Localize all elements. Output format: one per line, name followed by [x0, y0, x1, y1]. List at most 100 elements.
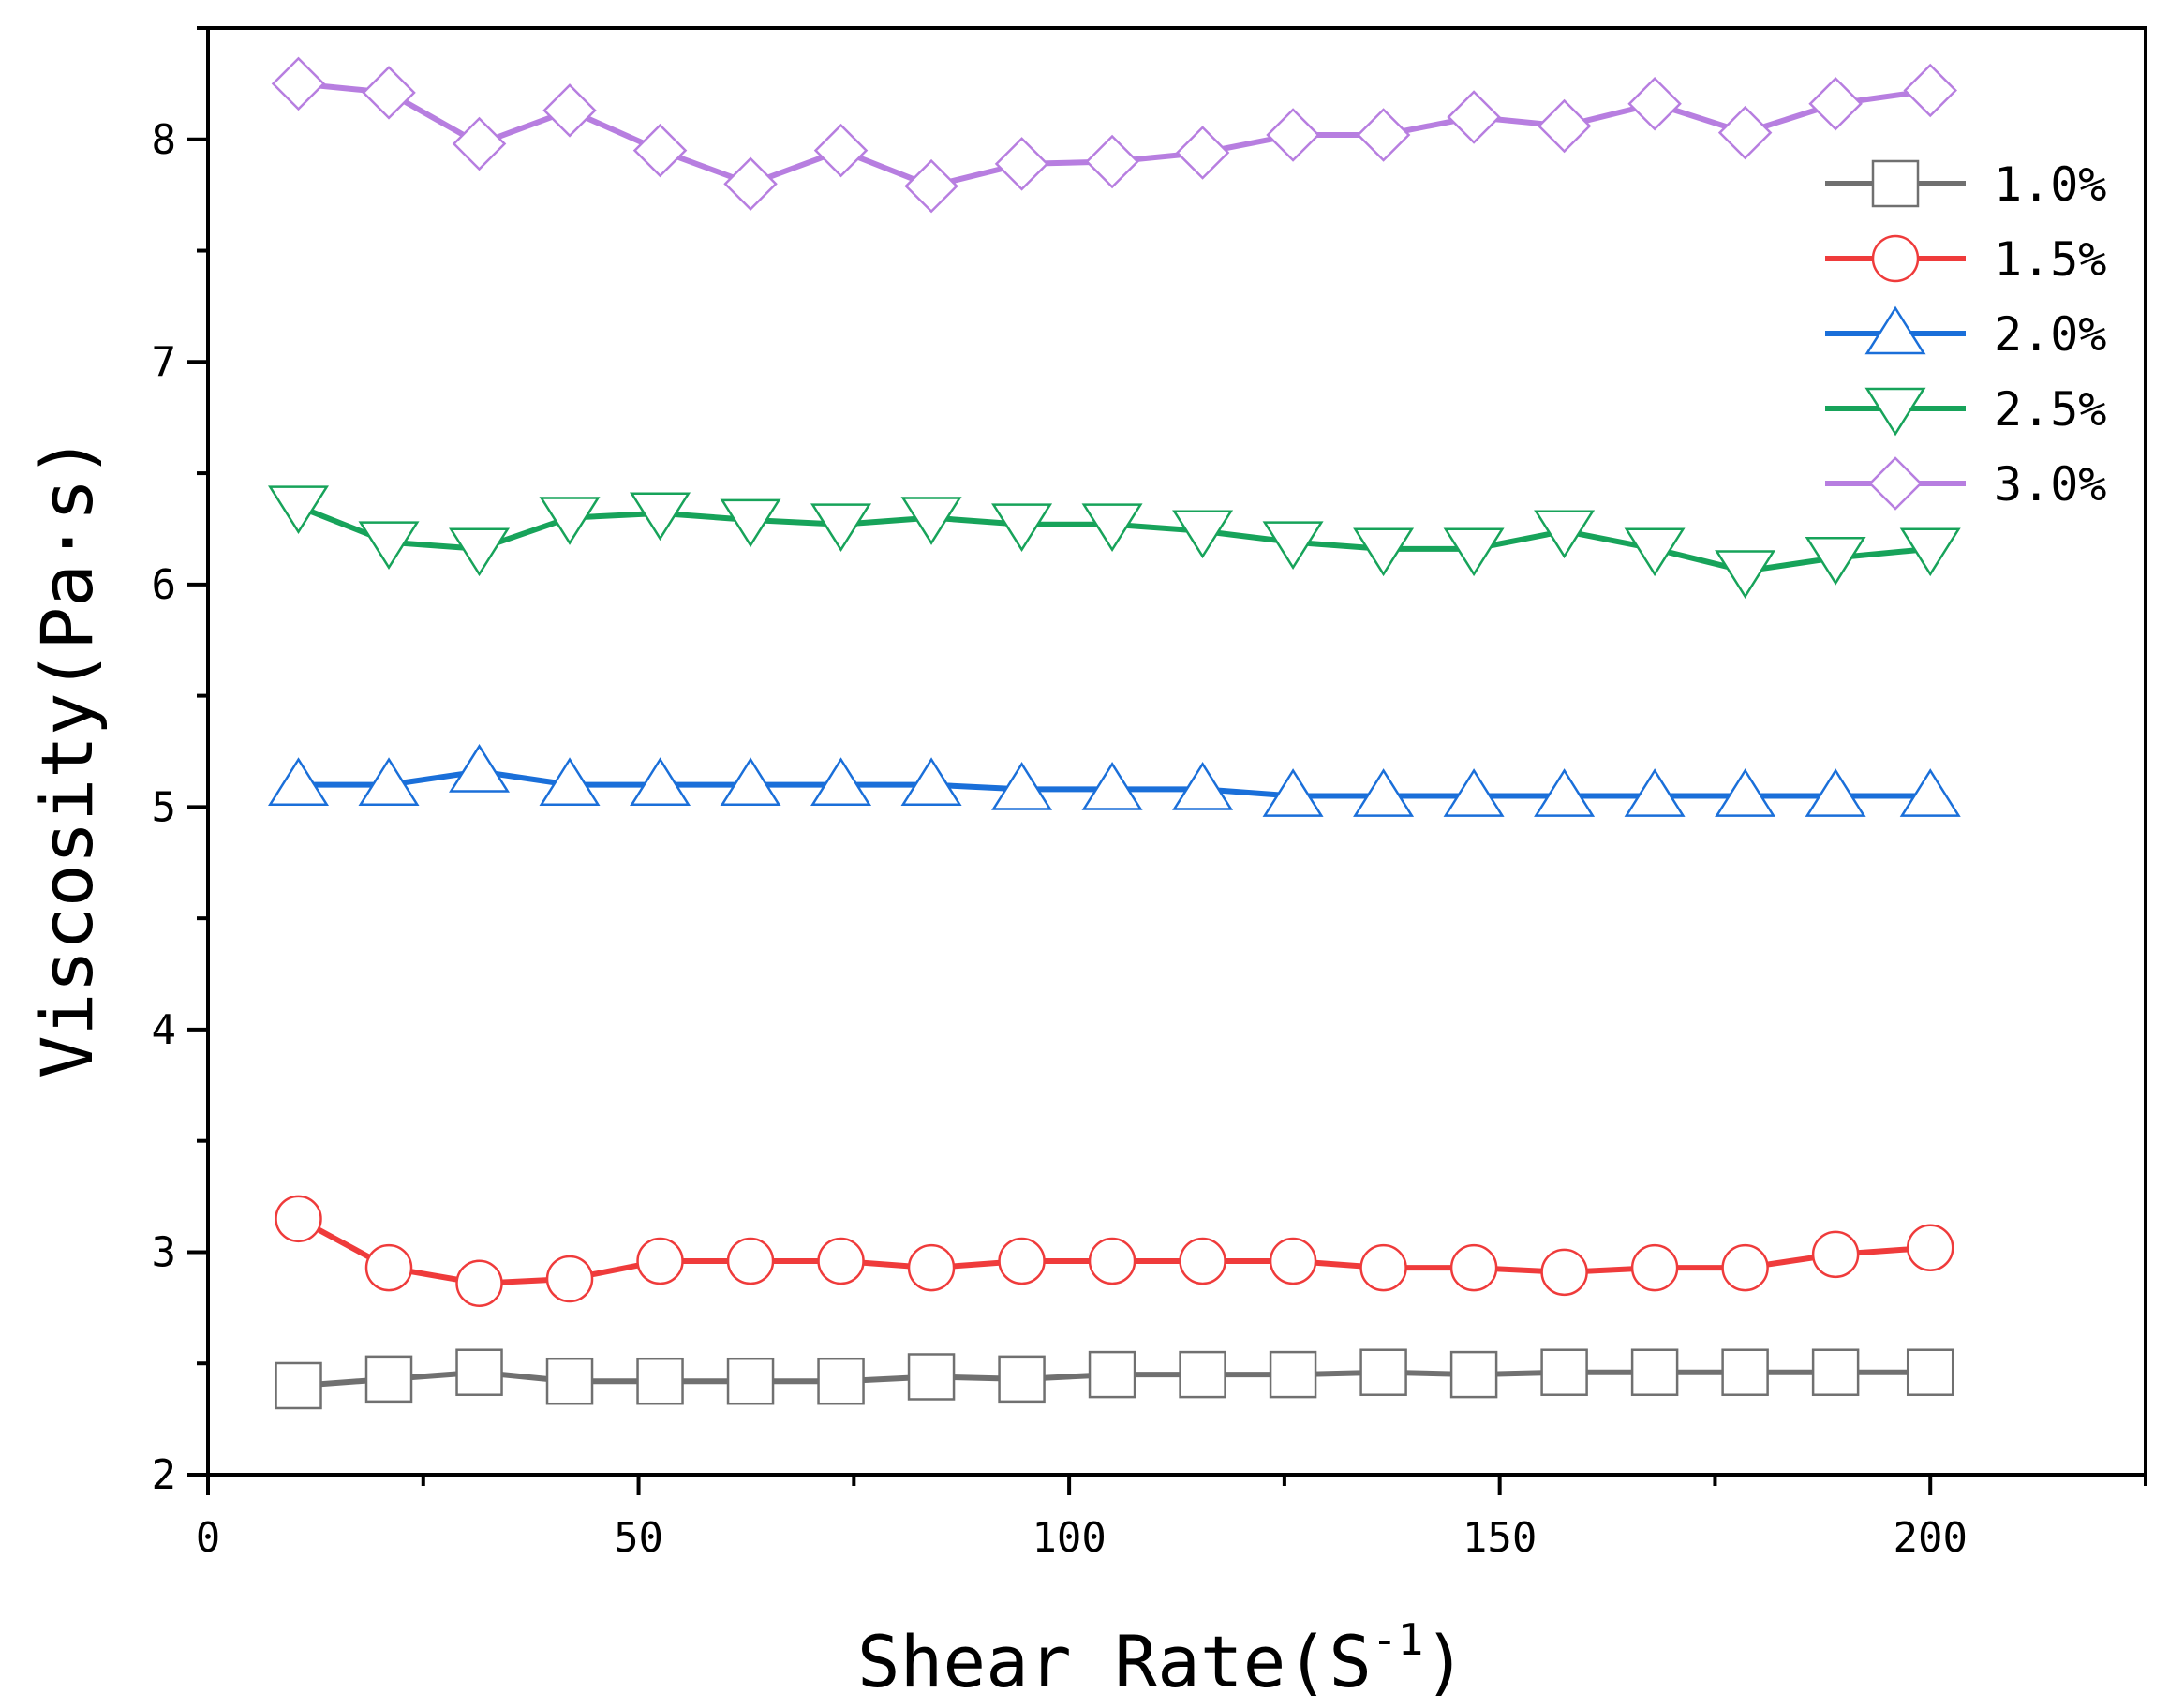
point-1.0%-14: [1540, 1348, 1588, 1396]
point-2.5%-3: [539, 497, 601, 545]
x-axis-title-main: Shear Rate(S: [857, 1620, 1372, 1703]
y-tick-label-2: 4: [152, 1006, 177, 1054]
x-tick-label-2: 100: [1032, 1514, 1106, 1562]
series-layer: [268, 56, 1961, 1410]
point-3.0%-14: [1537, 98, 1592, 154]
point-1.0%-3: [545, 1357, 594, 1405]
point-2.5%-9: [1081, 503, 1143, 553]
x-axis-title: Shear Rate(S-1): [857, 1614, 1466, 1703]
point-2.0%-0: [268, 757, 330, 806]
point-3.0%-11: [1266, 108, 1320, 162]
point-2.0%-10: [1172, 762, 1234, 810]
point-2.0%-8: [991, 762, 1053, 810]
series-1.5%: [275, 1195, 1954, 1307]
point-3.0%-7: [904, 158, 958, 214]
y-axis-title: Viscosity(Pa·s): [25, 436, 109, 1078]
series-2.5%: [268, 485, 1961, 599]
point-1.0%-16: [1721, 1348, 1769, 1396]
legend-label-1.5%: 1.5%: [1994, 232, 2106, 287]
point-1.0%-9: [1088, 1350, 1136, 1399]
point-1.5%-2: [455, 1259, 503, 1307]
point-2.5%-17: [1805, 537, 1866, 586]
point-3.0%-1: [362, 66, 416, 120]
point-2.0%-13: [1443, 768, 1505, 817]
point-3.0%-0: [271, 56, 326, 111]
point-3.0%-2: [452, 116, 507, 171]
y-tick-label-0: 2: [152, 1451, 177, 1499]
point-1.0%-8: [998, 1355, 1046, 1404]
point-1.5%-0: [275, 1195, 322, 1243]
point-2.5%-4: [630, 492, 691, 542]
point-1.0%-7: [907, 1353, 956, 1401]
point-3.0%-15: [1627, 76, 1682, 131]
point-3.0%-18: [1903, 63, 1957, 118]
x-tick-label-4: 200: [1893, 1514, 1967, 1562]
point-2.0%-17: [1805, 768, 1866, 817]
point-1.0%-17: [1811, 1348, 1860, 1396]
point-1.5%-9: [1088, 1237, 1136, 1285]
point-2.0%-1: [358, 757, 420, 806]
point-2.0%-11: [1262, 768, 1324, 817]
point-1.5%-3: [545, 1255, 594, 1303]
point-2.5%-11: [1262, 521, 1324, 571]
legend-label-3.0%: 3.0%: [1994, 457, 2106, 512]
point-1.5%-5: [726, 1237, 775, 1285]
point-1.0%-11: [1269, 1350, 1317, 1399]
point-1.5%-11: [1269, 1237, 1317, 1285]
legend-label-2.0%: 2.0%: [1994, 307, 2106, 362]
y-tick-label-6: 8: [152, 116, 177, 164]
point-2.5%-5: [720, 498, 781, 548]
legend-marker-1.5%: [1871, 234, 1920, 283]
point-1.0%-15: [1630, 1348, 1679, 1396]
point-2.0%-12: [1353, 768, 1415, 817]
x-tick-label-0: 0: [196, 1514, 221, 1562]
point-3.0%-13: [1447, 90, 1501, 144]
point-3.0%-4: [632, 123, 688, 178]
point-1.5%-17: [1811, 1230, 1860, 1279]
point-3.0%-10: [1175, 126, 1230, 180]
point-3.0%-3: [542, 83, 597, 138]
point-1.5%-8: [998, 1237, 1046, 1285]
legend-marker-1.0%: [1871, 159, 1920, 208]
legend-item-2.5%: 2.5%: [1825, 382, 2106, 437]
point-2.0%-6: [810, 757, 872, 806]
x-axis-title-superscript: -1: [1372, 1614, 1423, 1665]
point-1.5%-15: [1630, 1243, 1679, 1292]
point-2.5%-13: [1443, 527, 1505, 577]
point-2.0%-2: [449, 744, 511, 793]
point-1.0%-0: [275, 1361, 322, 1410]
point-3.0%-5: [723, 156, 778, 212]
point-3.0%-9: [1085, 134, 1139, 189]
point-3.0%-12: [1356, 108, 1411, 162]
point-1.0%-4: [636, 1357, 684, 1405]
point-1.5%-18: [1906, 1224, 1954, 1271]
point-1.0%-1: [364, 1355, 413, 1404]
point-2.0%-5: [720, 757, 781, 806]
legend-item-2.0%: 2.0%: [1825, 305, 2106, 362]
point-1.5%-4: [636, 1237, 684, 1285]
x-tick-label-3: 150: [1463, 1514, 1537, 1562]
point-1.5%-14: [1540, 1248, 1588, 1297]
series-2.0%: [268, 744, 1961, 817]
axes: 0 50 100 150 200 2 3 4 5 6 7 8: [152, 26, 2147, 1562]
point-1.0%-6: [817, 1357, 865, 1405]
legend-label-1.0%: 1.0%: [1994, 157, 2106, 212]
legend-marker-3.0%: [1868, 456, 1923, 511]
point-1.0%-18: [1906, 1348, 1954, 1396]
point-2.5%-6: [810, 503, 872, 553]
x-tick-label-1: 50: [614, 1514, 663, 1562]
point-2.5%-16: [1715, 550, 1776, 599]
point-2.5%-1: [358, 521, 420, 571]
point-1.5%-16: [1721, 1243, 1769, 1292]
point-1.0%-13: [1449, 1350, 1498, 1399]
point-2.5%-10: [1172, 510, 1234, 559]
point-1.0%-12: [1359, 1348, 1407, 1396]
point-2.0%-3: [539, 757, 601, 806]
point-2.0%-9: [1081, 762, 1143, 810]
y-tick-label-3: 5: [152, 783, 177, 831]
point-2.5%-2: [449, 527, 511, 577]
series-3.0%: [271, 56, 1957, 214]
point-1.5%-1: [364, 1243, 413, 1292]
legend: 1.0% 1.5% 2.0% 2.5% 3.0%: [1825, 157, 2106, 512]
